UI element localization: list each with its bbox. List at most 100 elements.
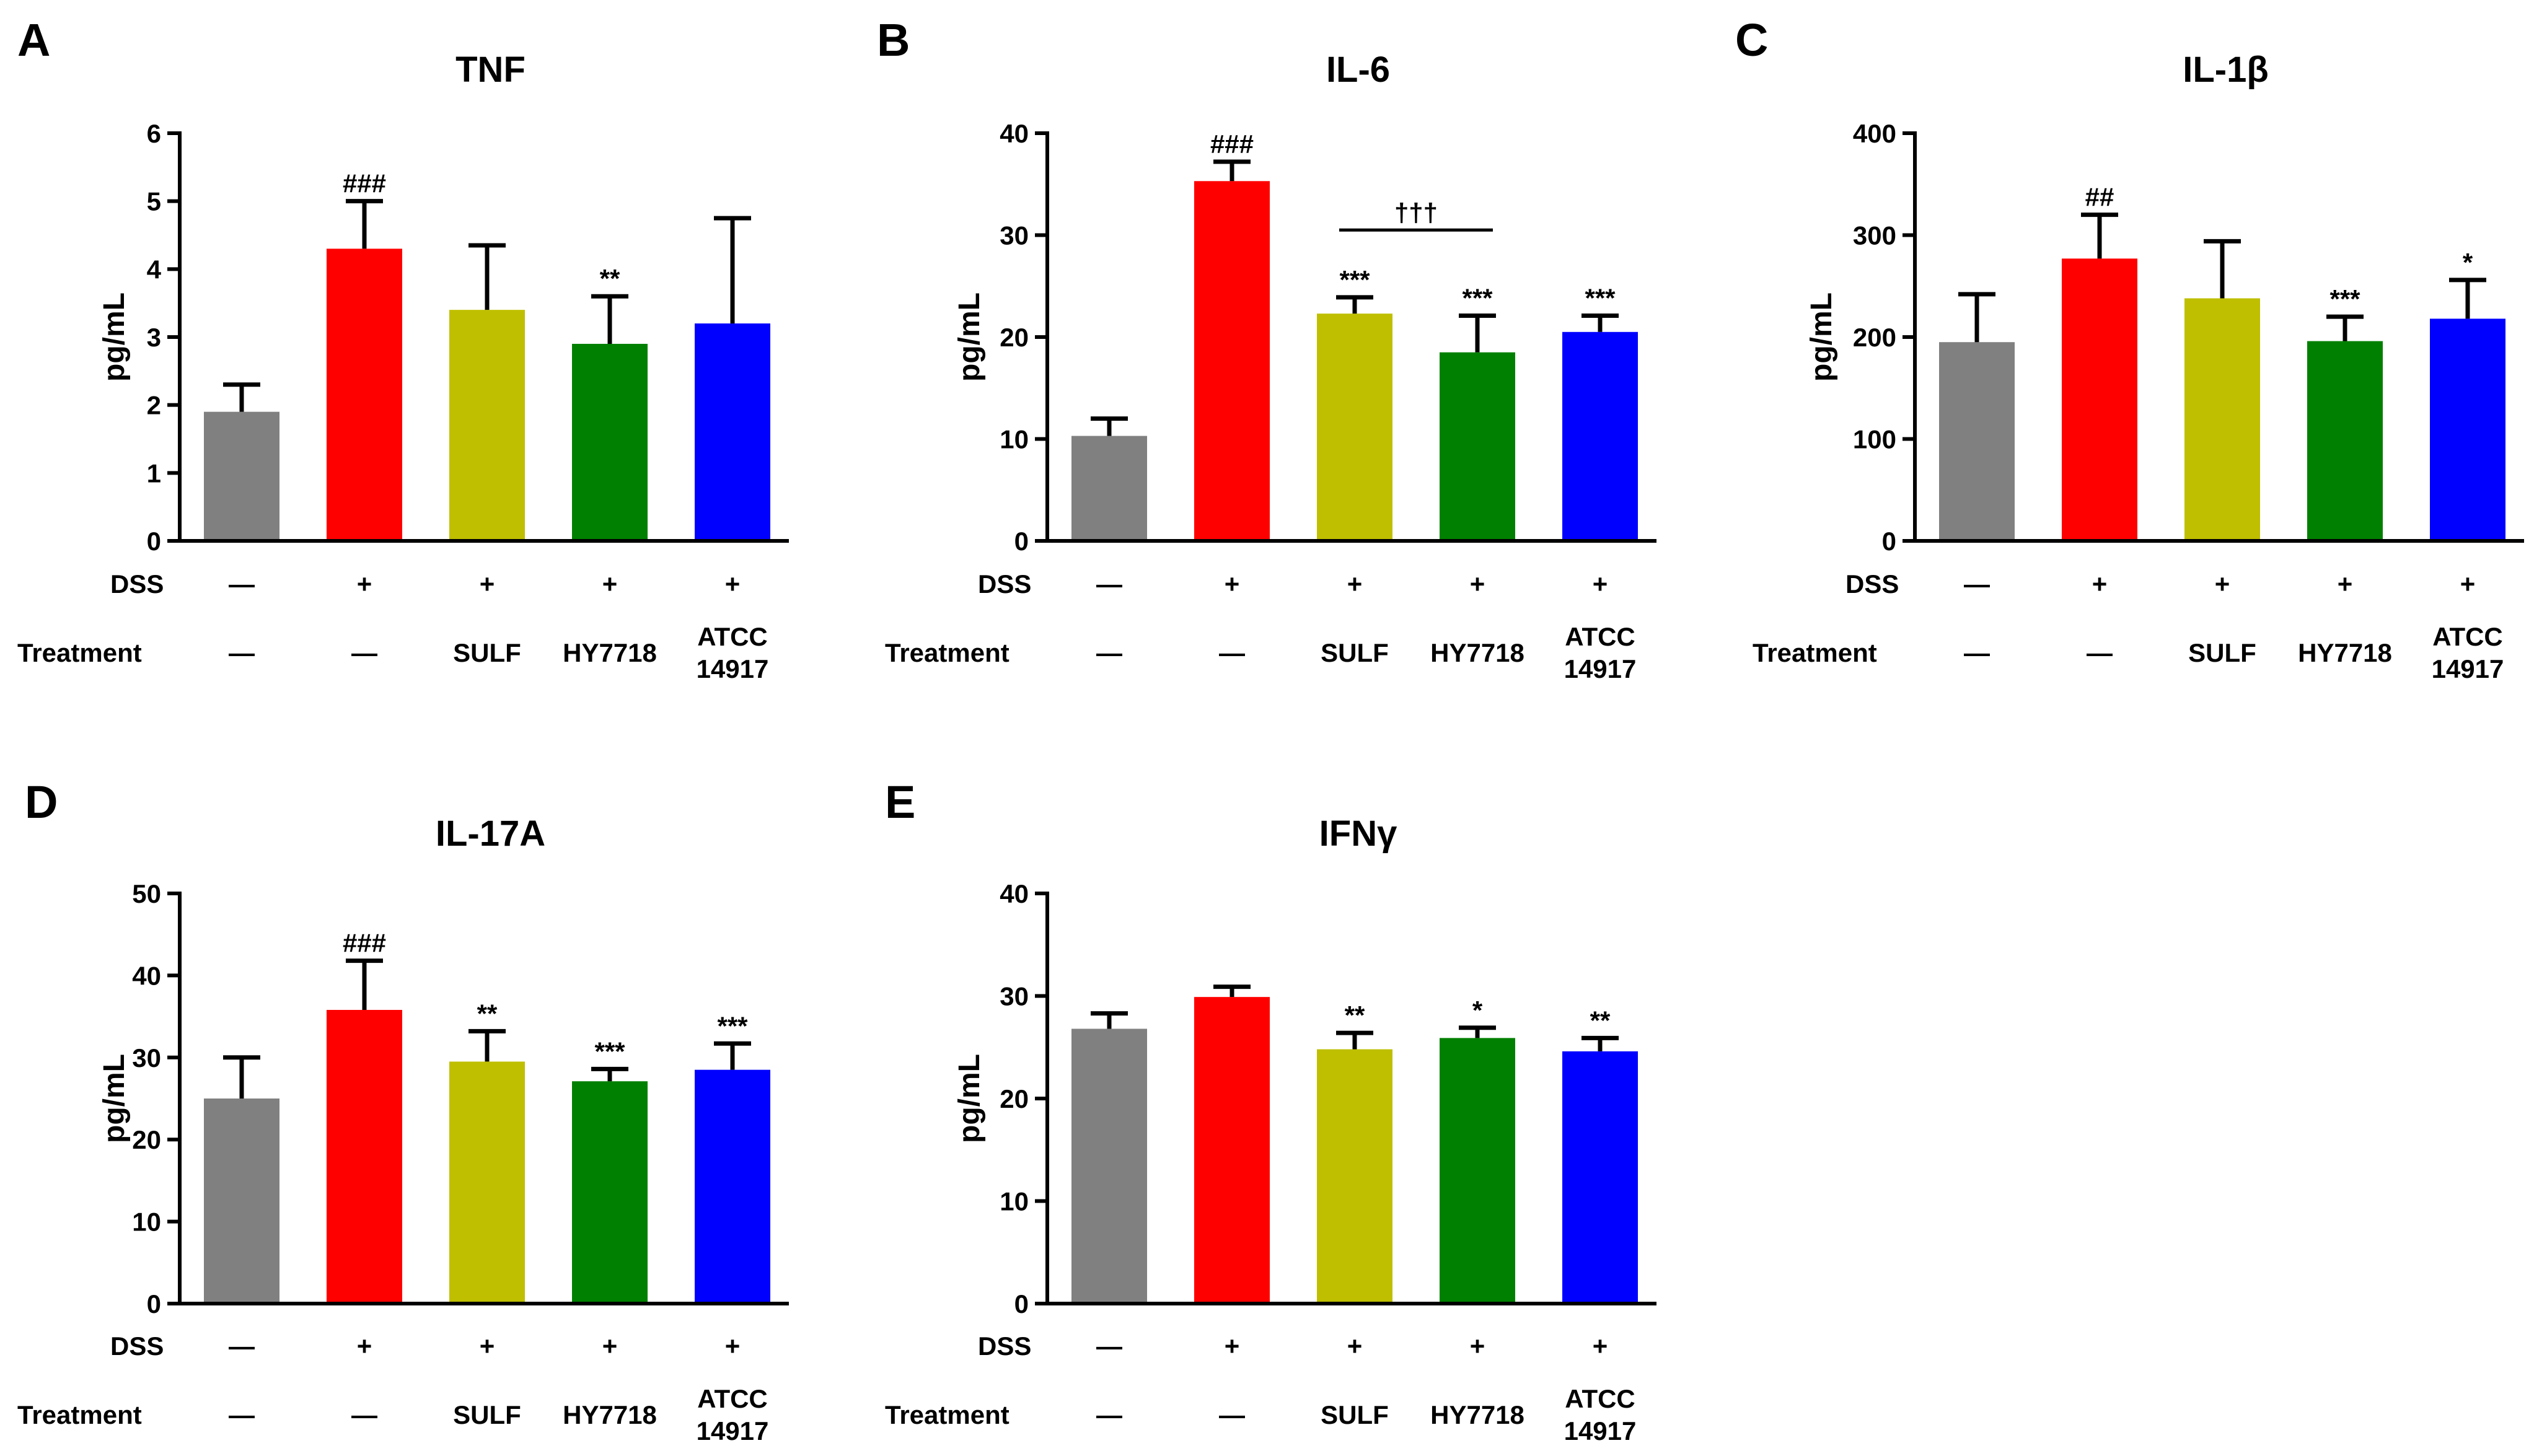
treatment-value: ATCC 14917 — [1564, 1384, 1637, 1445]
dss-value: + — [602, 1331, 618, 1361]
treatment-value: — — [1096, 638, 1122, 667]
dss-value: + — [1470, 569, 1485, 599]
significance-label: ### — [1210, 129, 1254, 159]
significance-label: ### — [343, 169, 386, 198]
treatment-value: HY7718 — [563, 1400, 657, 1429]
dss-row-label: DSS — [110, 1331, 164, 1361]
y-tick-label: 300 — [1853, 221, 1896, 250]
dss-value: + — [480, 569, 495, 599]
chart-panel-b: B IL-6 pg/mL 0 10 20 30 40 ### *** *** *** ††† DSS Tre… — [877, 14, 1656, 683]
bar — [1562, 331, 1638, 541]
treatment-value-line: ATCC — [697, 622, 768, 651]
treatment-value-line: 14917 — [697, 654, 769, 683]
y-tick-label: 0 — [1014, 527, 1029, 556]
y-tick-label: 5 — [147, 187, 161, 216]
y-axis-label: pg/mL — [98, 1054, 131, 1143]
dss-value: — — [229, 569, 255, 599]
y-tick-label: 20 — [1000, 323, 1029, 352]
treatment-value: — — [1964, 638, 1990, 667]
y-tick-label: 0 — [147, 1289, 161, 1318]
y-axis-label: pg/mL — [953, 292, 986, 382]
y-tick-label: 10 — [1000, 1187, 1029, 1216]
bar — [1194, 181, 1270, 541]
significance-label: ** — [1345, 1001, 1365, 1030]
dss-value: + — [480, 1331, 495, 1361]
treatment-value: — — [351, 638, 377, 667]
panel-letter: D — [25, 776, 58, 828]
treatment-value: SULF — [2188, 638, 2256, 667]
treatment-value-line: 14917 — [1564, 654, 1637, 683]
significance-label: * — [2463, 248, 2473, 277]
bar — [327, 1010, 402, 1304]
bar — [204, 411, 279, 541]
y-tick-label: 2 — [147, 391, 161, 420]
significance-label: ** — [477, 999, 498, 1028]
dss-value: + — [357, 569, 372, 599]
treatment-row-label: Treatment — [885, 1400, 1010, 1429]
y-tick-label: 40 — [132, 961, 161, 990]
treatment-value: ATCC 14917 — [1564, 622, 1637, 683]
dss-value: + — [2460, 569, 2476, 599]
significance-label: *** — [2329, 284, 2360, 314]
dss-value: + — [725, 1331, 741, 1361]
chart-title: IL-1β — [2183, 50, 2269, 90]
y-axis-label: pg/mL — [1805, 292, 1838, 382]
treatment-value: SULF — [453, 1400, 521, 1429]
dss-value: + — [1593, 569, 1608, 599]
dss-value: + — [1347, 569, 1363, 599]
treatment-value: SULF — [453, 638, 521, 667]
y-tick-label: 0 — [147, 527, 161, 556]
bar — [449, 1061, 525, 1304]
treatment-row-label: Treatment — [17, 638, 142, 667]
treatment-value-line: ATCC — [1565, 1384, 1635, 1413]
treatment-value: — — [1219, 638, 1245, 667]
treatment-value: SULF — [1321, 1400, 1389, 1429]
bar — [572, 343, 648, 541]
dss-value: + — [1470, 1331, 1485, 1361]
y-tick-label: 40 — [1000, 879, 1029, 908]
bar — [2307, 341, 2383, 541]
y-tick-label: 20 — [1000, 1084, 1029, 1113]
bar — [2062, 258, 2137, 541]
dss-value: + — [1225, 1331, 1240, 1361]
bar — [1071, 1028, 1147, 1304]
bar — [327, 248, 402, 541]
treatment-value: ATCC 14917 — [697, 1384, 769, 1445]
significance-label: ** — [1590, 1006, 1611, 1035]
y-axis-label: pg/mL — [953, 1054, 986, 1143]
treatment-value: — — [351, 1400, 377, 1429]
treatment-value: ATCC 14917 — [2432, 622, 2504, 683]
chart-panel-a: A TNF pg/mL 0 1 2 3 4 5 6 ### ** DSS Treatment — + + + + — —… — [17, 14, 789, 683]
bar — [1194, 997, 1270, 1304]
chart-panel-c: CIL-1βpg/mL0100200300400##****DSSTreatme… — [1735, 14, 2524, 683]
y-tick-label: 30 — [132, 1043, 161, 1072]
y-tick-label: 1 — [147, 458, 161, 488]
bar — [1071, 436, 1147, 541]
chart-panel-d: DIL-17Apg/mL01020304050###********DSSTre… — [17, 776, 789, 1445]
dss-value: — — [1964, 569, 1990, 599]
treatment-value-line: ATCC — [1565, 622, 1635, 651]
y-tick-label: 10 — [1000, 425, 1029, 454]
y-tick-label: 50 — [132, 879, 161, 908]
significance-label: *** — [594, 1037, 625, 1066]
y-tick-label: 200 — [1853, 323, 1896, 352]
y-tick-label: 3 — [147, 323, 161, 352]
significance-label: ** — [600, 264, 620, 293]
treatment-value: HY7718 — [1430, 1400, 1524, 1429]
panel-letter: B — [877, 14, 910, 66]
dss-value: + — [602, 569, 618, 599]
treatment-value: SULF — [1321, 638, 1389, 667]
bar — [1562, 1051, 1638, 1304]
panel-letter: A — [17, 14, 50, 66]
bracket-label: ††† — [1394, 198, 1438, 227]
y-tick-label: 0 — [1014, 1289, 1029, 1318]
dss-value: + — [725, 569, 741, 599]
treatment-row-label: Treatment — [17, 1400, 142, 1429]
panel-letter: E — [885, 776, 915, 828]
dss-value: + — [357, 1331, 372, 1361]
significance-label: ## — [2085, 183, 2114, 212]
treatment-value: — — [229, 638, 255, 667]
bar — [1939, 342, 2015, 541]
significance-label: * — [1472, 996, 1483, 1025]
